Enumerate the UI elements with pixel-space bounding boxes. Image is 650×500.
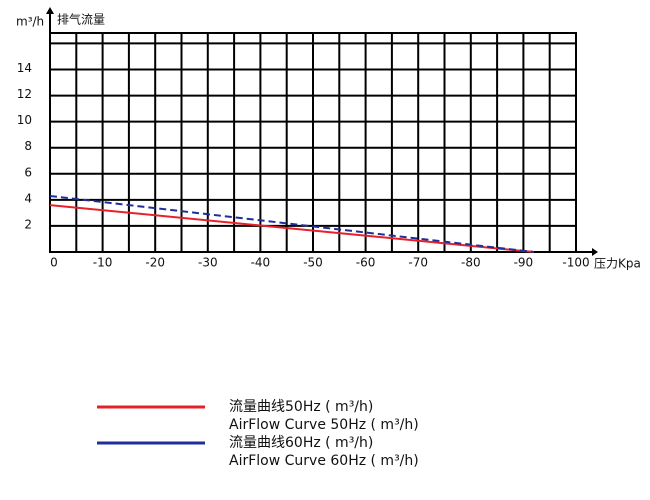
- series-line: [49, 194, 535, 253]
- legend-label: 流量曲线50Hz ( m³/h): [229, 399, 373, 415]
- y-axis-title: 排气流量: [57, 12, 105, 27]
- y-tick-label: 12: [17, 87, 32, 101]
- x-tick-label: -100: [562, 256, 589, 270]
- x-axis-title: 压力Kpa: [594, 257, 641, 271]
- x-tick-label: -40: [251, 256, 271, 270]
- x-tick-label: -30: [198, 256, 218, 270]
- x-tick-label: -80: [461, 256, 481, 270]
- y-axis-unit: m³/h: [16, 15, 44, 29]
- y-tick-label: 14: [17, 61, 32, 75]
- x-tick-label: -50: [303, 256, 323, 270]
- series-line: [49, 204, 535, 253]
- legend-label: AirFlow Curve 50Hz ( m³/h): [229, 417, 419, 433]
- y-axis-arrow: [46, 7, 54, 14]
- legend-label: 流量曲线60Hz ( m³/h): [229, 435, 373, 451]
- x-tick-label: -60: [356, 256, 376, 270]
- x-tick-label: -20: [145, 256, 165, 270]
- y-tick-label: 6: [24, 165, 32, 179]
- y-tick-label: 4: [24, 191, 32, 205]
- y-tick-label: 2: [24, 217, 32, 231]
- x-tick-label: -70: [408, 256, 428, 270]
- y-tick-label: 10: [17, 113, 32, 127]
- x-tick-label: -10: [93, 256, 113, 270]
- x-axis-arrow: [592, 248, 598, 256]
- y-tick-label: 8: [24, 139, 32, 153]
- legend-label: AirFlow Curve 60Hz ( m³/h): [229, 453, 419, 469]
- x-tick-label: 0: [50, 256, 58, 270]
- x-tick-label: -90: [514, 256, 534, 270]
